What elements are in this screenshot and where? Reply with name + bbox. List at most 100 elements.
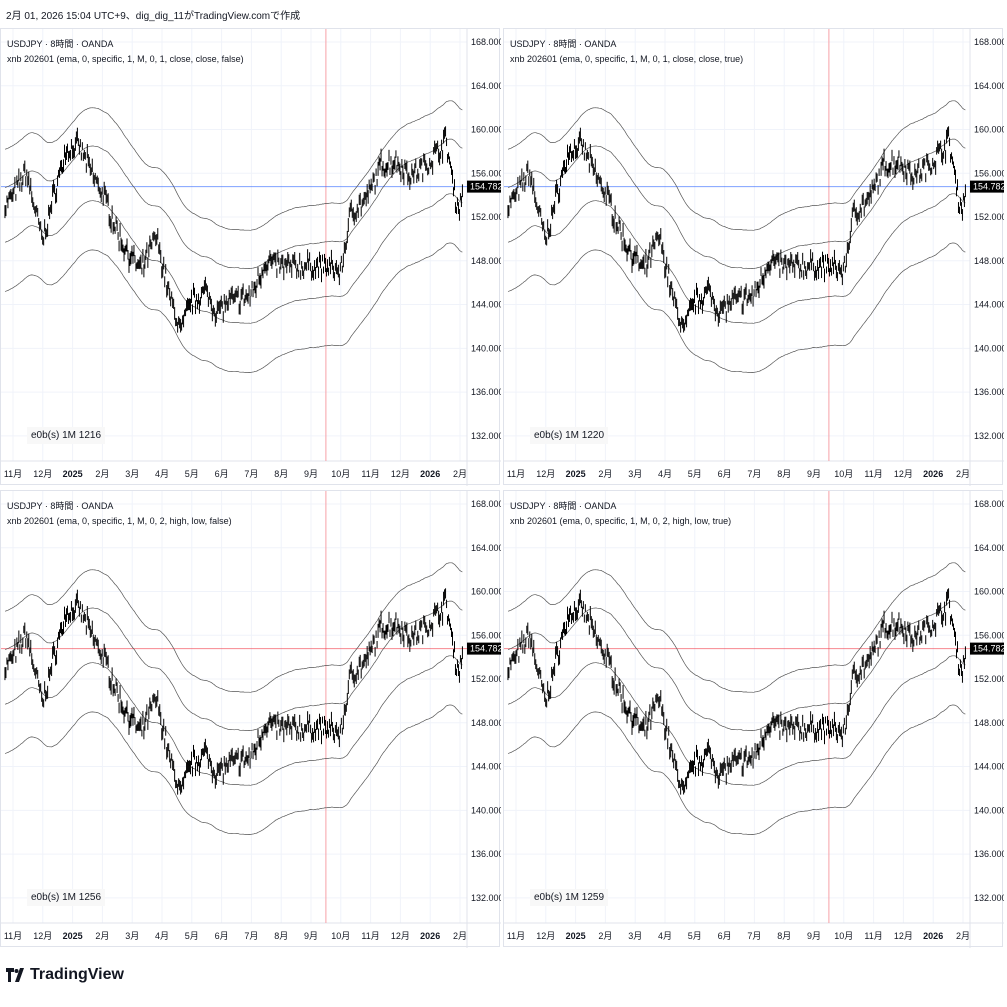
y-tick-label: 160.000 <box>471 587 501 597</box>
chart-canvas[interactable]: 168.000 164.000 160.000 156.000 152.000 148.0… <box>1 29 501 486</box>
y-tick-label: 144.000 <box>471 300 501 310</box>
y-tick-label: 164.000 <box>471 81 501 91</box>
x-tick-label: 2025 <box>63 469 83 479</box>
x-tick-label: 5月 <box>688 469 702 479</box>
legend: USDJPY · 8時間 · OANDA xnb 202601 (ema, 0, … <box>7 37 244 67</box>
last-price-badge <box>970 180 1004 193</box>
x-tick-label: 2月 <box>453 469 467 479</box>
y-tick-label: 144.000 <box>471 762 501 772</box>
y-tick-label: 132.000 <box>974 431 1004 441</box>
x-tick-label: 7月 <box>747 469 761 479</box>
band-line-0 <box>507 100 966 231</box>
indicator-title[interactable]: xnb 202601 (ema, 0, specific, 1, M, 0, 1… <box>7 54 244 64</box>
tradingview-logo[interactable]: TradingView <box>6 966 124 984</box>
x-tick-label: 12月 <box>33 469 52 479</box>
y-tick-label: 140.000 <box>471 805 501 815</box>
y-tick-label: 132.000 <box>974 893 1004 903</box>
indicator-title[interactable]: xnb 202601 (ema, 0, specific, 1, M, 0, 1… <box>510 54 744 64</box>
band-line-2 <box>507 193 966 324</box>
y-tick-label: 140.000 <box>471 343 501 353</box>
x-tick-label: 4月 <box>658 931 672 941</box>
symbol-title[interactable]: USDJPY · 8時間 · OANDA <box>510 39 617 49</box>
x-tick-label: 6月 <box>718 931 732 941</box>
chart-panel[interactable]: 168.000 164.000 160.000 156.000 152.000 148.0… <box>503 490 1004 948</box>
x-tick-label: 11月 <box>4 931 22 941</box>
last-price-label: 154.782 <box>973 644 1004 654</box>
y-tick-label: 148.000 <box>974 256 1004 266</box>
chart-panel[interactable]: 168.000 164.000 160.000 156.000 152.000 148.0… <box>0 28 501 486</box>
legend: USDJPY · 8時間 · OANDA xnb 202601 (ema, 0, … <box>510 499 731 529</box>
y-tick-label: 136.000 <box>974 387 1004 397</box>
bar-counter-label: e0b(s) 1M 1220 <box>530 427 609 444</box>
last-price-label: 154.782 <box>470 644 501 654</box>
chart-panel[interactable]: 168.000 164.000 160.000 156.000 152.000 148.0… <box>503 28 1004 486</box>
x-tick-label: 10月 <box>331 931 350 941</box>
y-tick-label: 140.000 <box>974 805 1004 815</box>
x-tick-label: 12月 <box>536 469 555 479</box>
indicator-title[interactable]: xnb 202601 (ema, 0, specific, 1, M, 0, 2… <box>510 516 732 526</box>
x-tick-label: 6月 <box>215 469 229 479</box>
x-tick-label: 5月 <box>185 469 199 479</box>
x-tick-label: 2026 <box>923 931 943 941</box>
x-tick-label: 2026 <box>420 469 440 479</box>
x-tick-label: 2026 <box>420 931 440 941</box>
x-tick-label: 6月 <box>215 931 229 941</box>
x-tick-label: 3月 <box>125 931 139 941</box>
x-tick-label: 11月 <box>507 931 525 941</box>
y-tick-label: 148.000 <box>471 256 501 266</box>
x-tick-label: 12月 <box>391 931 410 941</box>
chart-panel[interactable]: 168.000 164.000 160.000 156.000 152.000 148.0… <box>0 490 501 948</box>
y-tick-label: 156.000 <box>974 630 1004 640</box>
y-tick-label: 152.000 <box>974 212 1004 222</box>
x-tick-label: 12月 <box>391 469 410 479</box>
y-tick-label: 148.000 <box>471 718 501 728</box>
y-tick-label: 164.000 <box>974 543 1004 553</box>
band-line-2 <box>507 655 966 786</box>
indicator-title[interactable]: xnb 202601 (ema, 0, specific, 1, M, 0, 2… <box>7 516 232 526</box>
x-tick-label: 2月 <box>956 931 970 941</box>
y-tick-label: 140.000 <box>974 343 1004 353</box>
y-tick-label: 144.000 <box>974 762 1004 772</box>
x-tick-label: 3月 <box>628 469 642 479</box>
y-tick-label: 156.000 <box>974 168 1004 178</box>
symbol-title[interactable]: USDJPY · 8時間 · OANDA <box>7 39 114 49</box>
x-tick-label: 10月 <box>331 469 350 479</box>
tradingview-logo-icon <box>6 968 24 982</box>
x-tick-label: 2026 <box>923 469 943 479</box>
band-line-3 <box>4 242 463 373</box>
band-line-2 <box>4 193 463 324</box>
x-tick-label: 11月 <box>4 469 22 479</box>
chart-canvas[interactable]: 168.000 164.000 160.000 156.000 152.000 148.0… <box>1 491 501 948</box>
band-line-1 <box>4 138 463 269</box>
y-tick-label: 152.000 <box>471 212 501 222</box>
logo-text: TradingView <box>30 966 124 983</box>
y-tick-label: 168.000 <box>974 37 1004 47</box>
x-tick-label: 7月 <box>244 931 258 941</box>
x-tick-label: 9月 <box>807 469 821 479</box>
chart-header: 2月 01, 2026 15:04 UTC+9、dig_dig_11がTradi… <box>6 11 301 22</box>
x-tick-label: 2月 <box>95 469 109 479</box>
x-tick-label: 9月 <box>304 469 318 479</box>
x-tick-label: 2月 <box>956 469 970 479</box>
x-tick-label: 7月 <box>747 931 761 941</box>
x-tick-label: 2025 <box>566 931 586 941</box>
y-tick-label: 160.000 <box>974 587 1004 597</box>
x-tick-label: 7月 <box>244 469 258 479</box>
y-tick-label: 160.000 <box>974 125 1004 135</box>
chart-canvas[interactable]: 168.000 164.000 160.000 156.000 152.000 148.0… <box>504 491 1004 948</box>
symbol-title[interactable]: USDJPY · 8時間 · OANDA <box>7 501 114 511</box>
symbol-title[interactable]: USDJPY · 8時間 · OANDA <box>510 501 617 511</box>
x-tick-label: 4月 <box>155 931 169 941</box>
x-tick-label: 2月 <box>598 469 612 479</box>
band-line-1 <box>4 600 463 731</box>
x-tick-label: 6月 <box>718 469 732 479</box>
y-tick-label: 156.000 <box>471 168 501 178</box>
x-tick-label: 4月 <box>658 469 672 479</box>
bar-counter-label: e0b(s) 1M 1216 <box>27 427 106 444</box>
x-tick-label: 11月 <box>361 931 379 941</box>
y-tick-label: 168.000 <box>974 499 1004 509</box>
bar-counter-label: e0b(s) 1M 1259 <box>530 889 609 906</box>
x-tick-label: 12月 <box>894 931 913 941</box>
chart-canvas[interactable]: 168.000 164.000 160.000 156.000 152.000 148.0… <box>504 29 1004 486</box>
x-tick-label: 4月 <box>155 469 169 479</box>
